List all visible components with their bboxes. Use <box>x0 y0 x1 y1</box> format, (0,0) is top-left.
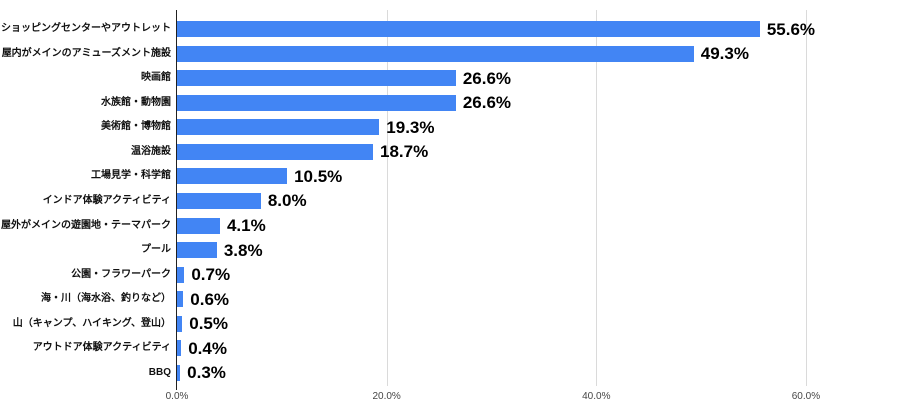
data-label: 26.6% <box>462 93 512 113</box>
chart-rows: ショッピングセンターやアウトレット 55.6% 屋内がメインのアミューズメント施設 4… <box>0 17 916 385</box>
chart-row: 水族館・動物園 26.6% <box>0 91 916 116</box>
chart-row: 映画館 26.6% <box>0 66 916 91</box>
bar <box>177 143 374 160</box>
bar-track: 10.5% <box>177 164 916 189</box>
category-label: BBQ <box>148 366 171 378</box>
bar-track: 3.8% <box>177 238 916 263</box>
chart-row: 屋外がメインの遊園地・テーマパーク 4.1% <box>0 213 916 238</box>
data-label: 0.5% <box>189 314 228 334</box>
bar <box>177 192 261 209</box>
bar-track: 8.0% <box>177 189 916 214</box>
data-label: 10.5% <box>294 166 343 186</box>
chart-row: 工場見学・科学館 10.5% <box>0 164 916 189</box>
category-label: 山（キャンプ、ハイキング、登山） <box>12 317 171 329</box>
data-label: 3.8% <box>223 240 263 260</box>
bar-track: 19.3% <box>177 115 916 140</box>
data-label: 18.7% <box>380 142 429 162</box>
category-label: インドア体験アクティビティ <box>42 194 171 206</box>
category-label: 水族館・動物園 <box>101 96 171 108</box>
category-label: 工場見学・科学館 <box>91 170 171 182</box>
bar-track: 0.5% <box>177 311 916 336</box>
gridline <box>596 10 598 386</box>
bar-track: 0.4% <box>177 336 916 361</box>
bar <box>177 119 380 136</box>
chart-row: インドア体験アクティビティ 8.0% <box>0 189 916 214</box>
bar-track: 55.6% <box>177 17 916 42</box>
bar <box>177 94 456 111</box>
data-label: 19.3% <box>386 117 435 137</box>
chart-row: 山（キャンプ、ハイキング、登山） 0.5% <box>0 311 916 336</box>
x-tick-label: 0.0% <box>165 391 189 402</box>
data-label: 0.3% <box>187 363 226 383</box>
category-label: 公園・フラワーパーク <box>71 268 171 280</box>
bar <box>177 315 183 332</box>
data-label: 0.4% <box>188 338 227 358</box>
data-label: 0.6% <box>190 289 230 309</box>
bar-track: 0.7% <box>177 262 916 287</box>
gridline <box>386 10 388 386</box>
chart-row: 公園・フラワーパーク 0.7% <box>0 262 916 287</box>
chart-row: BBQ 0.3% <box>0 360 916 385</box>
chart-row: ショッピングセンターやアウトレット 55.6% <box>0 17 916 42</box>
category-label: プール <box>141 244 171 256</box>
bar-track: 49.3% <box>177 42 916 67</box>
category-label: 美術館・博物館 <box>101 121 171 133</box>
chart-row: アウトドア体験アクティビティ 0.4% <box>0 336 916 361</box>
chart-row: プール 3.8% <box>0 238 916 263</box>
data-label: 26.6% <box>462 68 512 88</box>
chart-row: 美術館・博物館 19.3% <box>0 115 916 140</box>
data-label: 0.7% <box>191 265 231 285</box>
x-tick-label: 20.0% <box>372 391 401 402</box>
bar <box>177 291 184 308</box>
bar-track: 18.7% <box>177 140 916 165</box>
bar-track: 26.6% <box>177 91 916 116</box>
chart-row: 屋内がメインのアミューズメント施設 49.3% <box>0 42 916 67</box>
x-axis: 0.0% 20.0% 40.0% 60.0% <box>166 391 916 407</box>
y-axis-baseline <box>176 10 177 390</box>
data-label: 4.1% <box>226 216 266 236</box>
bar <box>177 21 760 38</box>
bar <box>177 70 456 87</box>
data-label: 8.0% <box>267 191 307 211</box>
bar-track: 26.6% <box>177 66 916 91</box>
category-label: 映画館 <box>141 72 171 84</box>
bar-track: 0.6% <box>177 287 916 312</box>
bar <box>177 45 694 62</box>
bar <box>177 242 217 259</box>
bar <box>177 364 181 381</box>
chart-row: 温浴施設 18.7% <box>0 140 916 165</box>
chart-row: 海・川（海水浴、釣りなど） 0.6% <box>0 287 916 312</box>
category-label: 屋外がメインの遊園地・テーマパーク <box>1 219 171 231</box>
bar <box>177 168 288 185</box>
gridline <box>805 10 807 386</box>
x-tick-label: 60.0% <box>791 391 821 402</box>
plot-area <box>177 10 916 386</box>
category-label: アウトドア体験アクティビティ <box>32 342 171 354</box>
category-label: 屋内がメインのアミューズメント施設 <box>1 47 171 59</box>
data-label: 49.3% <box>700 44 749 64</box>
bar <box>177 266 185 283</box>
x-tick-label: 40.0% <box>582 391 611 402</box>
bar <box>177 217 220 234</box>
bar-track: 4.1% <box>177 213 916 238</box>
category-label: 海・川（海水浴、釣りなど） <box>41 293 171 305</box>
bar-track: 0.3% <box>177 360 916 385</box>
data-label: 55.6% <box>766 19 816 39</box>
category-label: 温浴施設 <box>131 145 171 157</box>
bar <box>177 340 182 357</box>
category-label: ショッピングセンターやアウトレット <box>1 23 171 35</box>
